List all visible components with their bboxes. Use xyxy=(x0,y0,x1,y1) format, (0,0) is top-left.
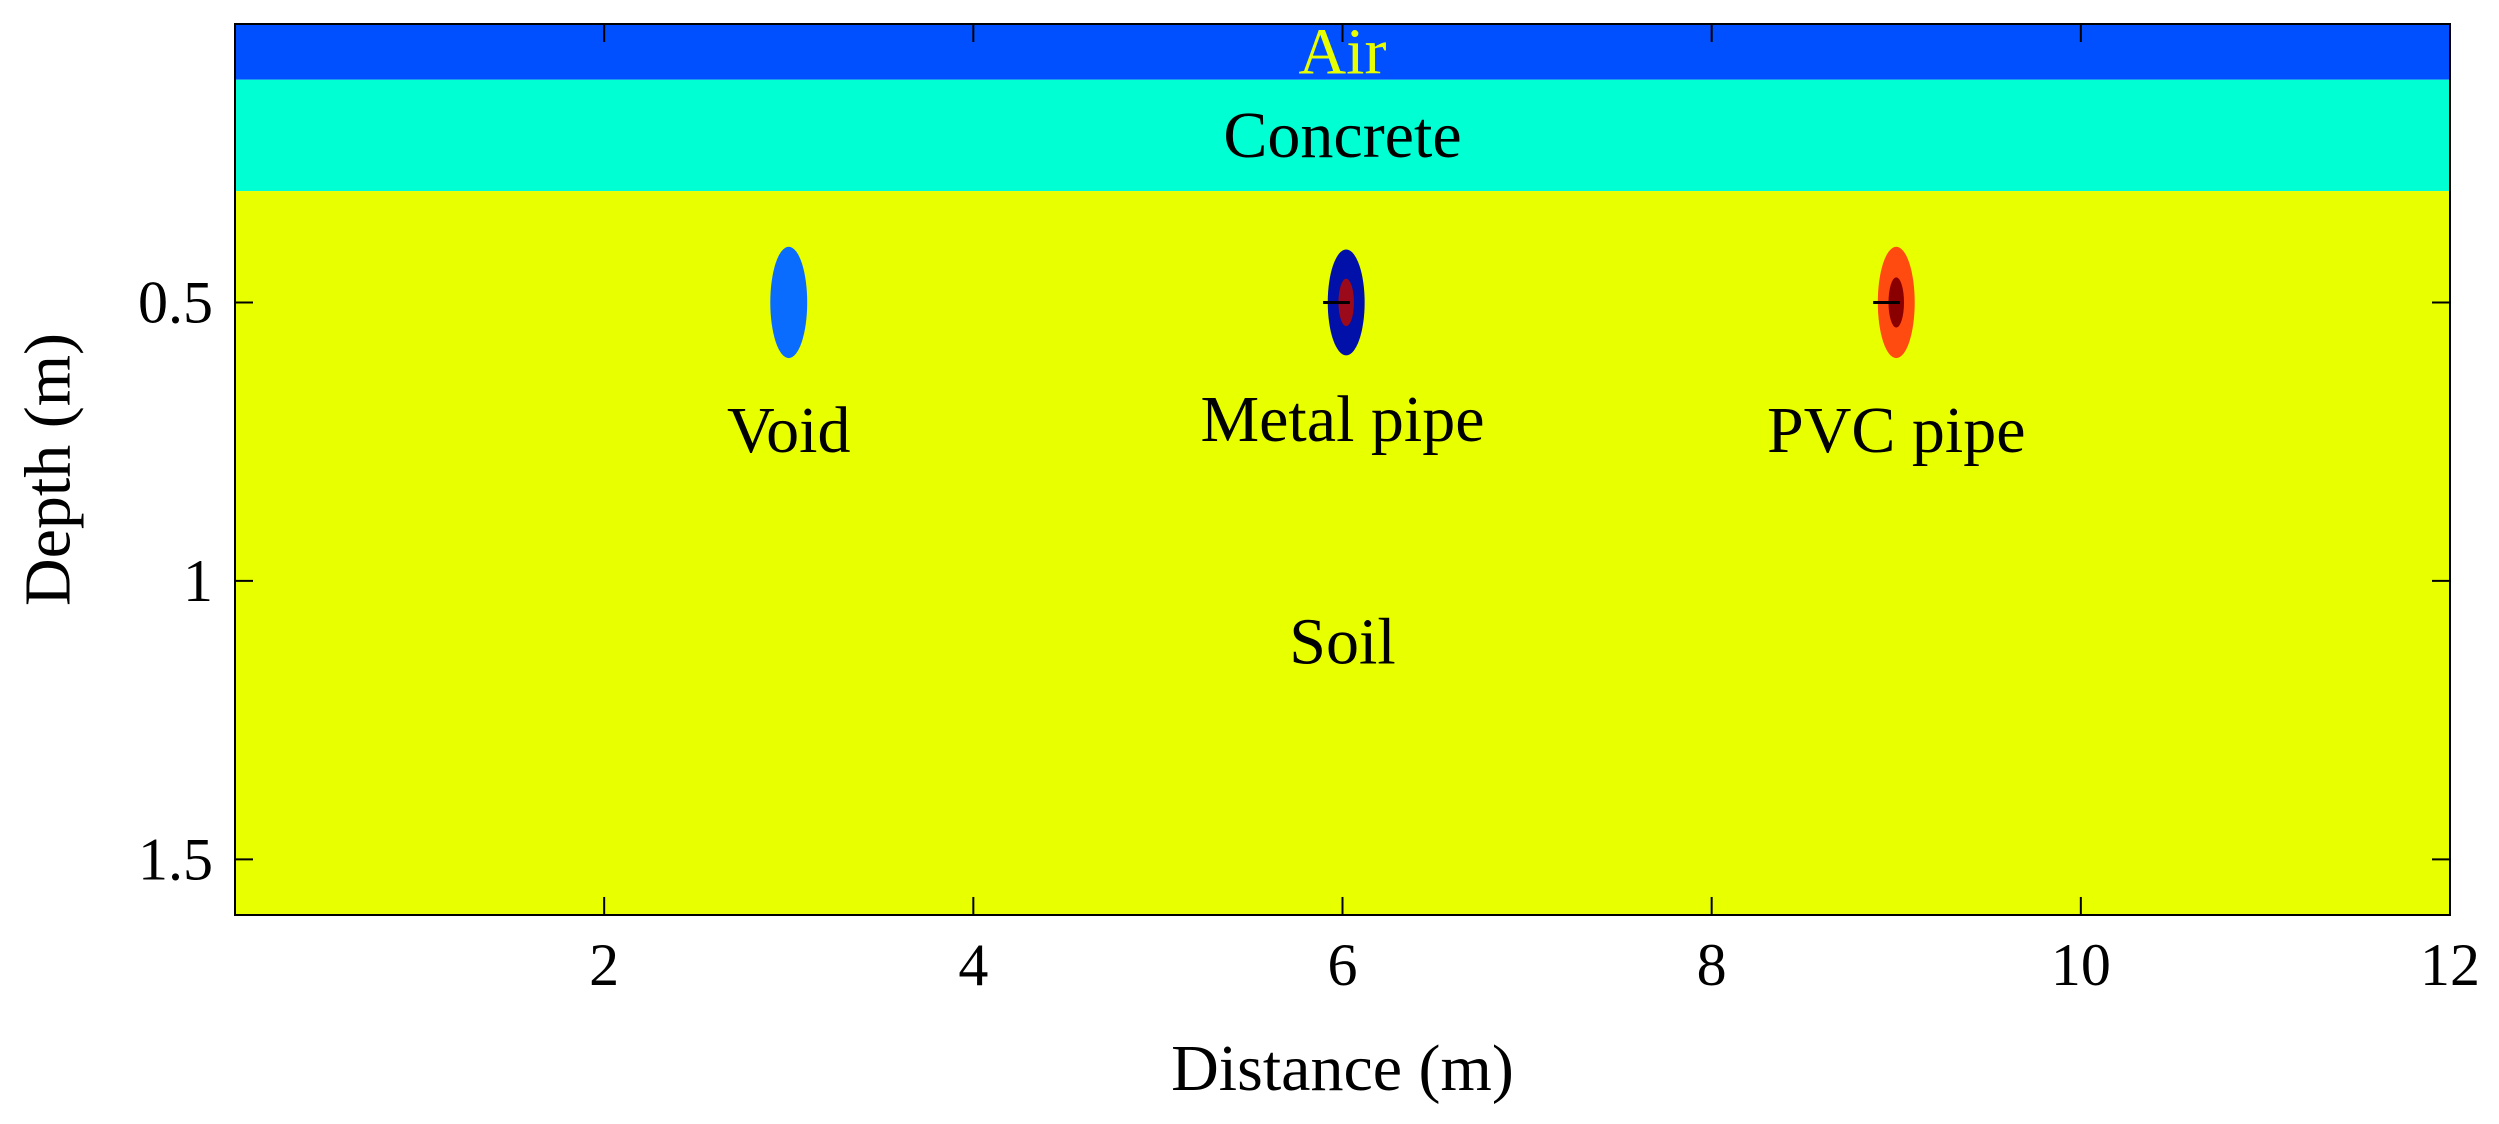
object-body xyxy=(770,246,808,359)
y-tick-label: 1.5 xyxy=(138,826,213,892)
layers xyxy=(235,24,2450,915)
layer-concrete xyxy=(235,79,2450,192)
object-metal-pipe xyxy=(1323,249,1365,356)
annotation-concrete: Concrete xyxy=(1223,99,1461,172)
x-tick-label: 4 xyxy=(958,932,988,998)
x-axis-label: Distance (m) xyxy=(1171,1032,1514,1105)
x-tick-label: 8 xyxy=(1697,932,1727,998)
objects xyxy=(770,246,1915,359)
x-tick-labels: 2 4 6 8 10 12 xyxy=(589,932,2480,998)
annotation-pvc-pipe: PVC pipe xyxy=(1767,394,2026,467)
x-tick-label: 10 xyxy=(2051,932,2111,998)
y-tick-label: 0.5 xyxy=(138,269,213,335)
object-void xyxy=(770,246,808,359)
annotation-soil: Soil xyxy=(1289,606,1395,679)
x-tick-label: 2 xyxy=(589,932,619,998)
y-axis-label: Depth (m) xyxy=(12,333,85,606)
ticks xyxy=(235,24,2451,915)
x-tick-label: 6 xyxy=(1328,932,1358,998)
object-pvc-pipe xyxy=(1873,246,1915,359)
annotation-metal-pipe: Metal pipe xyxy=(1200,383,1484,456)
y-tick-label: 1 xyxy=(183,548,213,614)
annotation-void: Void xyxy=(727,394,851,467)
y-tick-labels: 0.5 1 1.5 xyxy=(138,269,213,892)
x-tick-label: 12 xyxy=(2420,932,2480,998)
